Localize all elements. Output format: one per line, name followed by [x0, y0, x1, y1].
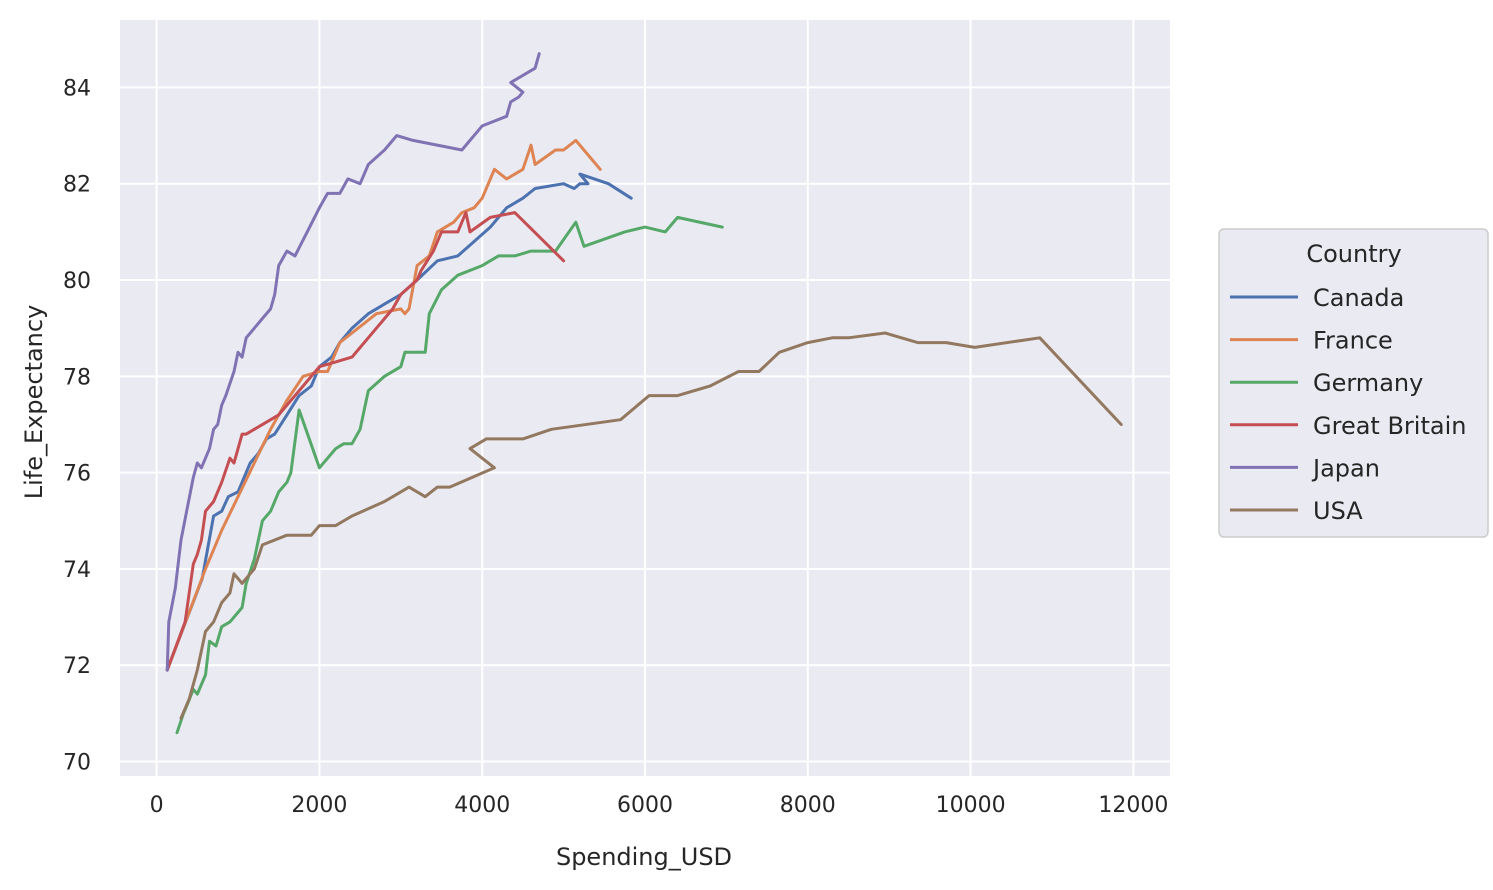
series-line-germany — [175, 215, 724, 735]
series-line-france — [165, 138, 602, 672]
tick-labels: 0 2000 4000 6000 8000 10000 12000 70 72 74 76 78 80 8… — [63, 76, 1168, 818]
x-tick-label: 8000 — [780, 793, 836, 818]
legend-title: Country — [1306, 240, 1401, 268]
legend-label-canada: Canada — [1313, 284, 1404, 312]
legend: Country Canada France Germany Great Britain… — [1218, 228, 1489, 538]
x-tick-label: 12000 — [1098, 793, 1168, 818]
legend-label-usa: USA — [1313, 497, 1363, 525]
series-line-canada — [165, 172, 633, 672]
y-tick-label: 78 — [63, 365, 91, 390]
y-tick-label: 82 — [63, 173, 91, 198]
series-line-japan — [165, 52, 541, 672]
series-line-usa — [179, 331, 1123, 720]
y-tick-label: 84 — [63, 76, 91, 101]
x-axis-title: Spending_USD — [556, 843, 732, 871]
grid-lines — [120, 20, 1170, 776]
legend-label-france: France — [1313, 327, 1393, 355]
x-tick-label: 4000 — [454, 793, 510, 818]
y-tick-label: 72 — [63, 654, 91, 679]
y-tick-label: 74 — [63, 558, 91, 583]
y-tick-label: 76 — [63, 462, 91, 487]
legend-frame — [1218, 228, 1489, 538]
series-line-great-britain — [165, 211, 566, 672]
y-tick-label: 70 — [63, 751, 91, 776]
y-axis-title: Life_Expectancy — [20, 305, 48, 500]
legend-label-great-britain: Great Britain — [1313, 412, 1466, 440]
x-tick-label: 6000 — [617, 793, 673, 818]
legend-label-japan: Japan — [1311, 454, 1380, 482]
x-tick-label: 10000 — [936, 793, 1006, 818]
legend-items: Canada France Germany Great Britain Japan USA — [1230, 284, 1466, 525]
legend-label-germany: Germany — [1313, 369, 1423, 397]
series-lines — [165, 52, 1123, 735]
x-tick-label: 0 — [150, 793, 164, 818]
x-tick-label: 2000 — [291, 793, 347, 818]
y-tick-label: 80 — [63, 269, 91, 294]
